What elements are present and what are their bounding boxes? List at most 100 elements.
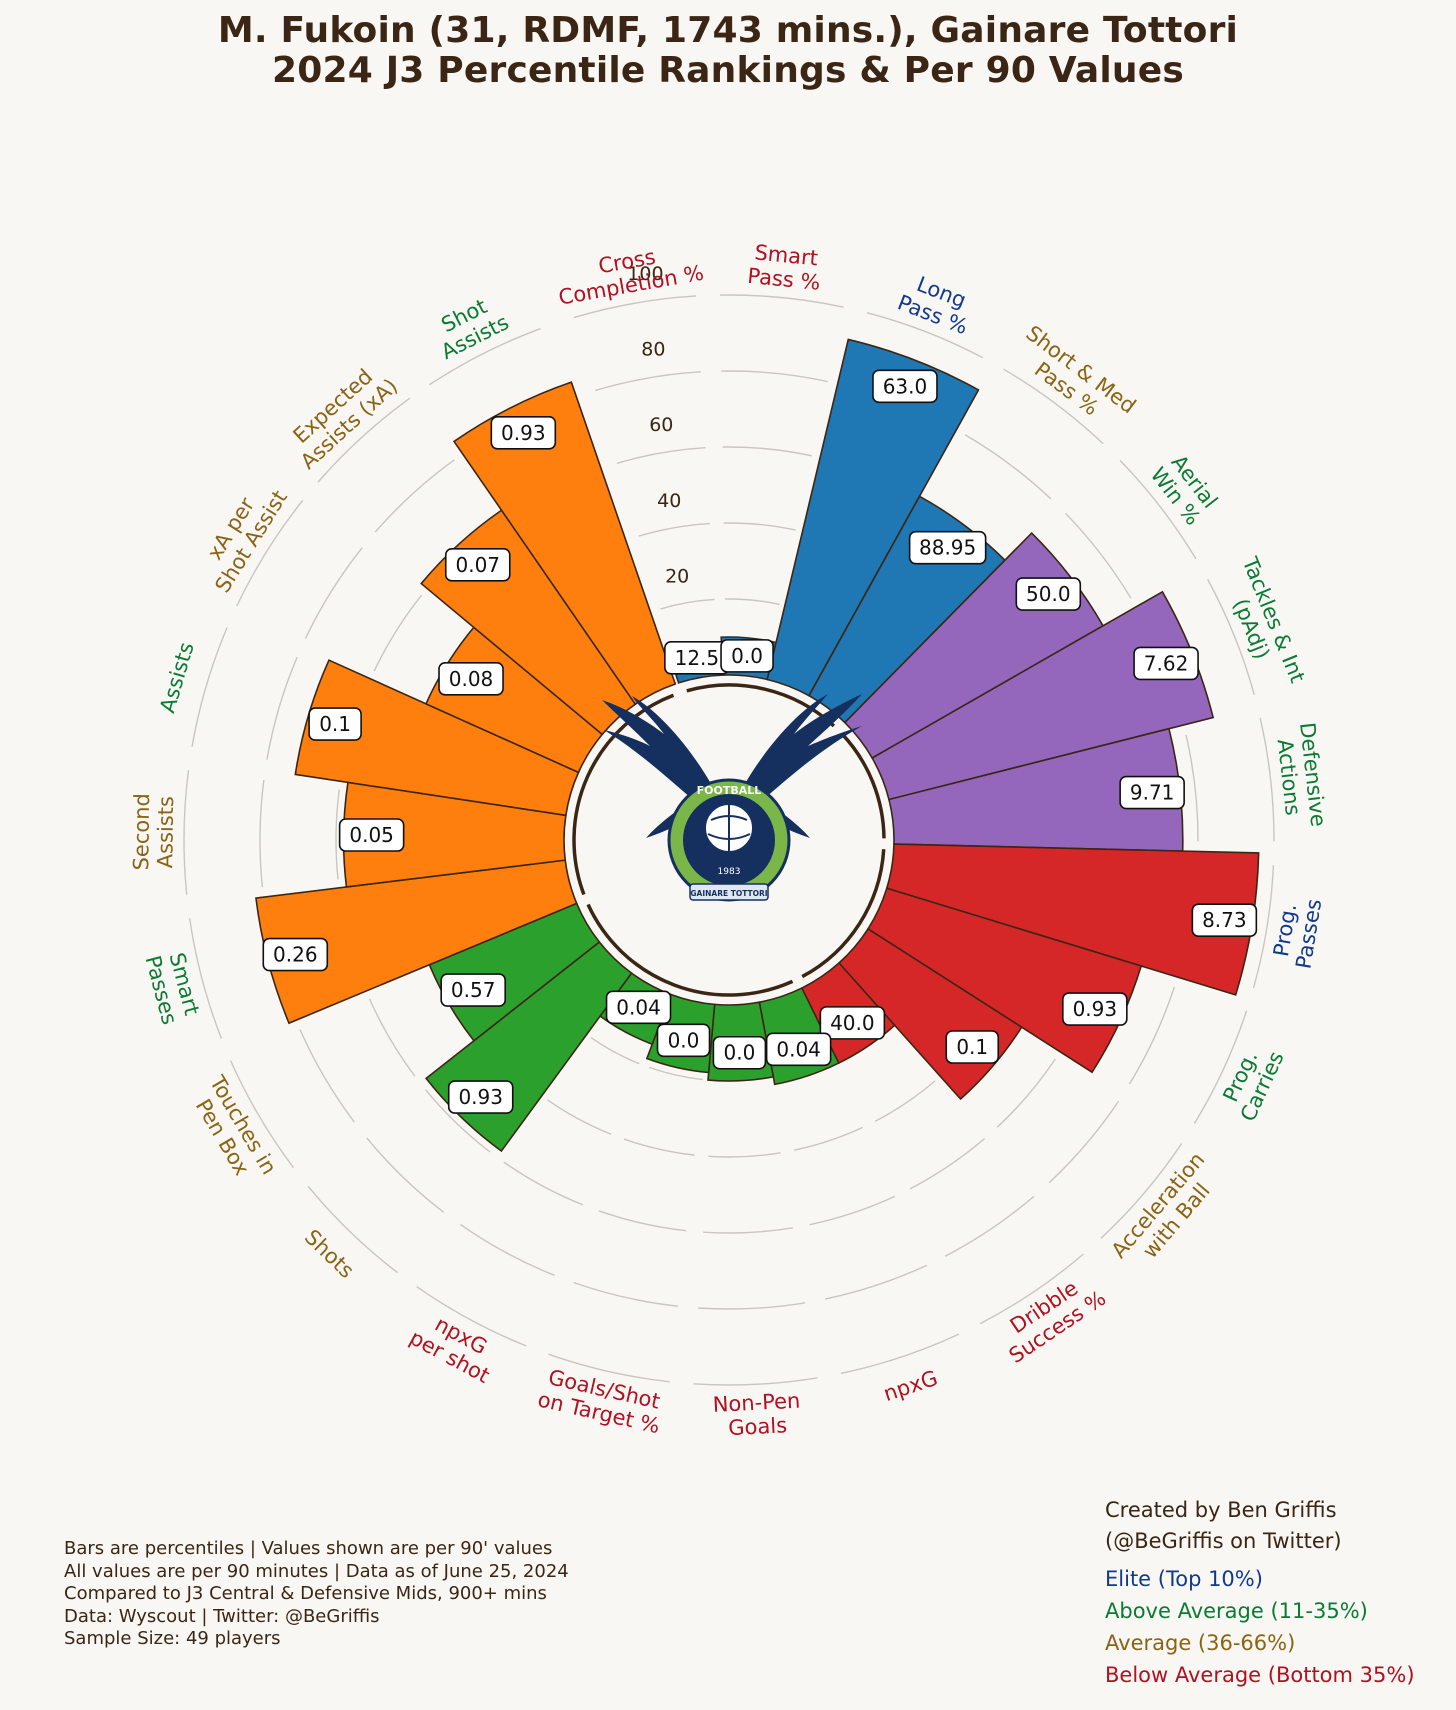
gridline-arc	[266, 656, 298, 760]
value-label: 8.73	[1191, 903, 1258, 938]
group-arc-creating	[572, 693, 675, 896]
tier-legend: Elite (Top 10%) Above Average (11-35%) A…	[1105, 1563, 1415, 1691]
gridline-arc	[1064, 512, 1132, 599]
gridline-arc	[191, 627, 228, 747]
value-label-box	[1133, 646, 1199, 681]
value-label-box	[656, 1023, 711, 1058]
value-label-text: 7.62	[1144, 651, 1189, 675]
footnote-line: All values are per 90 minutes | Data as …	[64, 1560, 569, 1582]
radial-tick-label: 40	[657, 490, 681, 512]
value-label-box	[440, 973, 506, 1007]
metric-label: AerialWin %	[1146, 448, 1224, 530]
value-label: 0.07	[444, 548, 511, 582]
credit: Created by Ben Griffis (@BeGriffis on Tw…	[1105, 1495, 1342, 1557]
logo-ribbon-text: GAINARE TOTTORI	[690, 889, 767, 898]
gridline-arc	[1119, 459, 1197, 560]
value-label-text: 0.04	[776, 1037, 821, 1061]
credit-line-2: (@BeGriffis on Twitter)	[1105, 1529, 1342, 1553]
radial-tick-label: 100	[627, 263, 663, 285]
metric-label: Short & MedPass %	[1007, 321, 1140, 438]
value-label-text: 8.73	[1202, 908, 1247, 932]
footnotes: Bars are percentiles | Values shown are …	[64, 1538, 569, 1651]
metric-label: DefensiveActions	[1271, 721, 1330, 831]
gridline-arc	[595, 371, 701, 392]
value-label: 50.0	[1015, 577, 1082, 611]
gridline-arc	[638, 522, 710, 537]
radial-tick-label: 60	[649, 414, 673, 436]
value-label-text: 0.0	[731, 644, 763, 668]
value-label-box	[945, 1030, 1000, 1064]
logo-ribbon	[689, 883, 769, 901]
value-label-box	[444, 548, 511, 582]
value-label-box	[438, 661, 504, 696]
value-label-box	[765, 1032, 832, 1067]
metric-label: ShotAssists	[427, 289, 513, 364]
value-label-text: 0.1	[956, 1035, 988, 1059]
gridline-arc	[1003, 368, 1104, 445]
value-label-box	[1062, 992, 1128, 1026]
value-label-text: 0.1	[319, 712, 351, 736]
metric-label: SmartPass %	[746, 240, 823, 295]
gridline-arc	[1048, 1100, 1120, 1184]
value-label: 12.5	[664, 641, 730, 675]
footnote-line: Sample Size: 49 players	[64, 1628, 281, 1649]
gridline-arc	[259, 779, 265, 888]
value-label: 0.0	[720, 639, 774, 673]
gridline-arc	[335, 789, 340, 880]
gridline-arc	[304, 547, 363, 639]
gridline-arc	[840, 1333, 960, 1375]
gridline-arc	[693, 1377, 818, 1386]
gridline-arc	[229, 1060, 295, 1169]
value-label-text: 0.04	[616, 995, 661, 1019]
logo-year: 1983	[718, 867, 741, 877]
value-label-text: 50.0	[1026, 582, 1071, 606]
gridline-arc	[648, 1066, 703, 1081]
metric-label: LongPass %	[894, 268, 980, 339]
gridline-arc	[722, 446, 812, 457]
gridline-arc	[660, 598, 715, 610]
value-label: 88.95	[908, 530, 987, 565]
metric-label: SmartPasses	[141, 947, 205, 1027]
gridline-arc	[721, 370, 828, 383]
gridline-arc	[1252, 865, 1275, 989]
group-arc-passing	[686, 683, 836, 728]
gridline-arc	[546, 1099, 612, 1135]
radial-tick-label: 80	[641, 339, 665, 361]
footnote-line: Data: Wyscout | Twitter: @BeGriffis	[64, 1605, 380, 1627]
legend-above-average: Above Average (11-35%)	[1105, 1599, 1368, 1623]
gridline-arc	[1128, 986, 1176, 1085]
gridline-arc	[708, 1152, 781, 1158]
value-label: 0.57	[440, 973, 506, 1007]
gridline-arc	[459, 1223, 555, 1276]
value-label-box	[490, 416, 557, 450]
gridline-arc	[979, 1253, 1084, 1325]
value-label-box	[1191, 903, 1258, 938]
gridline-arc	[317, 397, 411, 483]
gridline-arc	[1100, 1143, 1183, 1239]
metric-label: npxG	[881, 1366, 941, 1406]
gridline-arc	[366, 1137, 445, 1213]
gridline-arc	[964, 434, 1052, 500]
metric-label: DribbleSuccess %	[991, 1266, 1110, 1368]
value-label-text: 0.05	[349, 823, 394, 847]
value-label-text: 9.71	[1130, 781, 1175, 805]
value-label-text: 0.57	[451, 978, 496, 1002]
value-label-box	[908, 530, 987, 565]
gridline-arc	[996, 1058, 1056, 1128]
gridline-arc	[1207, 579, 1255, 696]
group-arc-shooting	[586, 903, 794, 997]
value-label: 0.93	[490, 416, 557, 450]
gridline-arc	[373, 594, 423, 672]
percentile-bars	[255, 338, 1260, 1153]
value-label-text: 0.07	[455, 553, 500, 577]
gridline-arc	[724, 598, 780, 606]
logo-top-text: FOOTBALL	[697, 784, 762, 797]
gridline-arc	[698, 1302, 806, 1310]
gridline-arc	[236, 499, 304, 607]
value-label-text: 63.0	[883, 374, 928, 398]
value-label-text: 0.93	[501, 421, 546, 445]
bar-assists	[294, 659, 580, 817]
value-label: 0.26	[262, 937, 329, 972]
value-label: 0.0	[656, 1023, 711, 1058]
gridline-arc	[874, 1080, 936, 1122]
